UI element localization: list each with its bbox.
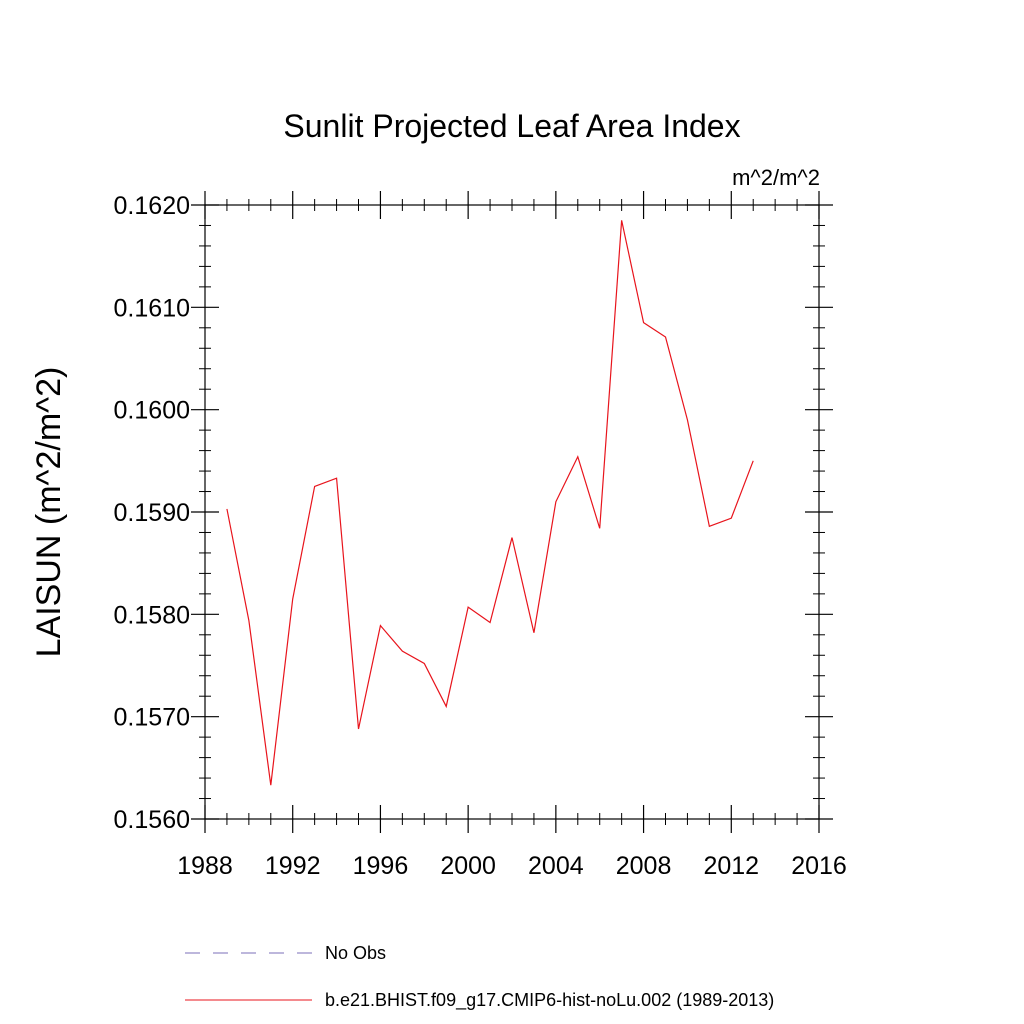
series-line-1 xyxy=(226,220,754,786)
x-tick-label: 2012 xyxy=(703,852,759,880)
axis-ticks xyxy=(191,191,833,833)
x-tick-label: 2008 xyxy=(616,852,672,880)
series-layer xyxy=(226,220,754,786)
y-tick-label: 0.1560 xyxy=(114,806,190,834)
chart-title: Sunlit Projected Leaf Area Index xyxy=(283,108,740,144)
y-tick-label: 0.1580 xyxy=(114,601,190,629)
x-tick-labels: 1988 1992 1996 2000 2004 2008 2012 2016 xyxy=(177,852,847,880)
legend-label-no-obs: No Obs xyxy=(325,943,386,963)
x-tick-label: 1988 xyxy=(177,852,233,880)
x-tick-label: 2016 xyxy=(791,852,847,880)
y-tick-label: 0.1620 xyxy=(114,192,190,220)
y-tick-labels: 0.1560 0.1570 0.1580 0.1590 0.1600 0.1610 0.16… xyxy=(114,192,190,834)
y-tick-label: 0.1590 xyxy=(114,499,190,527)
x-tick-label: 2004 xyxy=(528,852,584,880)
legend-label-hist: b.e21.BHIST.f09_g17.CMIP6-hist-noLu.002 … xyxy=(325,990,774,1011)
y-tick-label: 0.1600 xyxy=(114,397,190,425)
x-tick-label: 1992 xyxy=(265,852,321,880)
legend: No Obs b.e21.BHIST.f09_g17.CMIP6-hist-no… xyxy=(185,943,774,1011)
x-tick-label: 2000 xyxy=(440,852,496,880)
y-axis-label: LAISUN (m^2/m^2) xyxy=(30,367,68,658)
plot-frame xyxy=(204,204,820,820)
y-tick-label: 0.1570 xyxy=(114,704,190,732)
units-label: m^2/m^2 xyxy=(732,165,820,190)
x-tick-label: 1996 xyxy=(353,852,409,880)
y-tick-label: 0.1610 xyxy=(114,294,190,322)
